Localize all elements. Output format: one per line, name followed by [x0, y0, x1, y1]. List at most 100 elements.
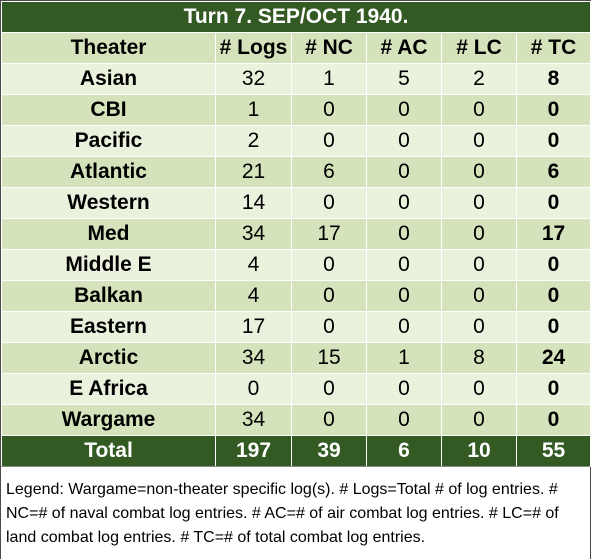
cell-nc: 0 — [291, 280, 367, 312]
cell-nc: 0 — [291, 187, 367, 219]
cell-logs: 34 — [215, 404, 292, 436]
cell-theater: E Africa — [1, 373, 216, 405]
cell-logs: 4 — [215, 249, 292, 281]
table-row: Wargame 34 0 0 0 0 — [1, 404, 591, 436]
cell-theater: Pacific — [1, 125, 216, 157]
cell-nc: 6 — [291, 156, 367, 188]
cell-lc: 0 — [441, 125, 517, 157]
total-cell-ac: 6 — [366, 435, 442, 467]
cell-logs: 34 — [215, 342, 292, 374]
total-cell-tc: 55 — [515, 435, 591, 467]
cell-logs: 21 — [215, 156, 292, 188]
cell-logs: 14 — [215, 187, 292, 219]
column-header-tc: # TC — [515, 32, 591, 64]
table-row: Atlantic 21 6 0 0 6 — [1, 156, 591, 188]
cell-nc: 0 — [291, 249, 367, 281]
cell-tc: 0 — [515, 187, 591, 219]
table-row: Eastern 17 0 0 0 0 — [1, 311, 591, 343]
cell-tc: 0 — [515, 404, 591, 436]
cell-theater: Asian — [1, 63, 216, 95]
cell-lc: 0 — [441, 94, 517, 126]
cell-nc: 0 — [291, 404, 367, 436]
cell-lc: 0 — [441, 156, 517, 188]
cell-lc: 0 — [441, 187, 517, 219]
cell-tc: 6 — [515, 156, 591, 188]
cell-lc: 0 — [441, 280, 517, 312]
table-row: Asian 32 1 5 2 8 — [1, 63, 591, 95]
cell-theater: Wargame — [1, 404, 216, 436]
cell-tc: 0 — [515, 249, 591, 281]
legend-text: Legend: Wargame=non-theater specific log… — [6, 481, 559, 546]
cell-theater: Western — [1, 187, 216, 219]
cell-ac: 0 — [366, 373, 442, 405]
cell-nc: 0 — [291, 311, 367, 343]
cell-tc: 0 — [515, 125, 591, 157]
header-row: Theater # Logs # NC # AC # LC # TC — [1, 32, 591, 64]
legend: Legend: Wargame=non-theater specific log… — [1, 466, 590, 559]
table-row: E Africa 0 0 0 0 0 — [1, 373, 591, 405]
cell-theater: Arctic — [1, 342, 216, 374]
column-header-lc: # LC — [441, 32, 517, 64]
cell-ac: 0 — [366, 187, 442, 219]
cell-ac: 0 — [366, 249, 442, 281]
cell-ac: 0 — [366, 94, 442, 126]
cell-ac: 0 — [366, 280, 442, 312]
cell-tc: 8 — [515, 63, 591, 95]
cell-nc: 1 — [291, 63, 367, 95]
total-cell-logs: 197 — [215, 435, 292, 467]
table-row: Pacific 2 0 0 0 0 — [1, 125, 591, 157]
cell-tc: 0 — [515, 94, 591, 126]
log-summary-table: Turn 7. SEP/OCT 1940. Theater # Logs # N… — [0, 1, 591, 467]
column-header-ac: # AC — [366, 32, 442, 64]
cell-lc: 0 — [441, 218, 517, 250]
cell-logs: 2 — [215, 125, 292, 157]
cell-ac: 0 — [366, 311, 442, 343]
cell-logs: 0 — [215, 373, 292, 405]
cell-ac: 0 — [366, 125, 442, 157]
cell-nc: 15 — [291, 342, 367, 374]
cell-lc: 0 — [441, 373, 517, 405]
cell-theater: CBI — [1, 94, 216, 126]
cell-lc: 8 — [441, 342, 517, 374]
column-header-nc: # NC — [291, 32, 367, 64]
table-title: Turn 7. SEP/OCT 1940. — [0, 1, 591, 33]
cell-tc: 17 — [515, 218, 591, 250]
column-header-logs: # Logs — [215, 32, 292, 64]
cell-theater: Med — [1, 218, 216, 250]
cell-tc: 0 — [515, 280, 591, 312]
cell-tc: 24 — [515, 342, 591, 374]
cell-theater: Middle E — [1, 249, 216, 281]
cell-nc: 17 — [291, 218, 367, 250]
cell-logs: 1 — [215, 94, 292, 126]
cell-lc: 0 — [441, 311, 517, 343]
title-row: Turn 7. SEP/OCT 1940. — [0, 1, 591, 33]
cell-ac: 0 — [366, 404, 442, 436]
cell-ac: 0 — [366, 156, 442, 188]
cell-theater: Balkan — [1, 280, 216, 312]
cell-ac: 5 — [366, 63, 442, 95]
cell-logs: 17 — [215, 311, 292, 343]
cell-theater: Eastern — [1, 311, 216, 343]
cell-nc: 0 — [291, 94, 367, 126]
cell-lc: 0 — [441, 404, 517, 436]
cell-logs: 4 — [215, 280, 292, 312]
cell-tc: 0 — [515, 373, 591, 405]
cell-ac: 1 — [366, 342, 442, 374]
cell-logs: 34 — [215, 218, 292, 250]
column-header-theater: Theater — [1, 32, 216, 64]
table-row: Med 34 17 0 0 17 — [1, 218, 591, 250]
total-cell-nc: 39 — [291, 435, 367, 467]
total-row: Total 197 39 6 10 55 — [1, 435, 591, 467]
cell-tc: 0 — [515, 311, 591, 343]
table-row: CBI 1 0 0 0 0 — [1, 94, 591, 126]
table-row: Western 14 0 0 0 0 — [1, 187, 591, 219]
cell-theater: Atlantic — [1, 156, 216, 188]
cell-nc: 0 — [291, 373, 367, 405]
cell-nc: 0 — [291, 125, 367, 157]
cell-lc: 2 — [441, 63, 517, 95]
total-cell-theater: Total — [1, 435, 216, 467]
cell-lc: 0 — [441, 249, 517, 281]
table-row: Arctic 34 15 1 8 24 — [1, 342, 591, 374]
